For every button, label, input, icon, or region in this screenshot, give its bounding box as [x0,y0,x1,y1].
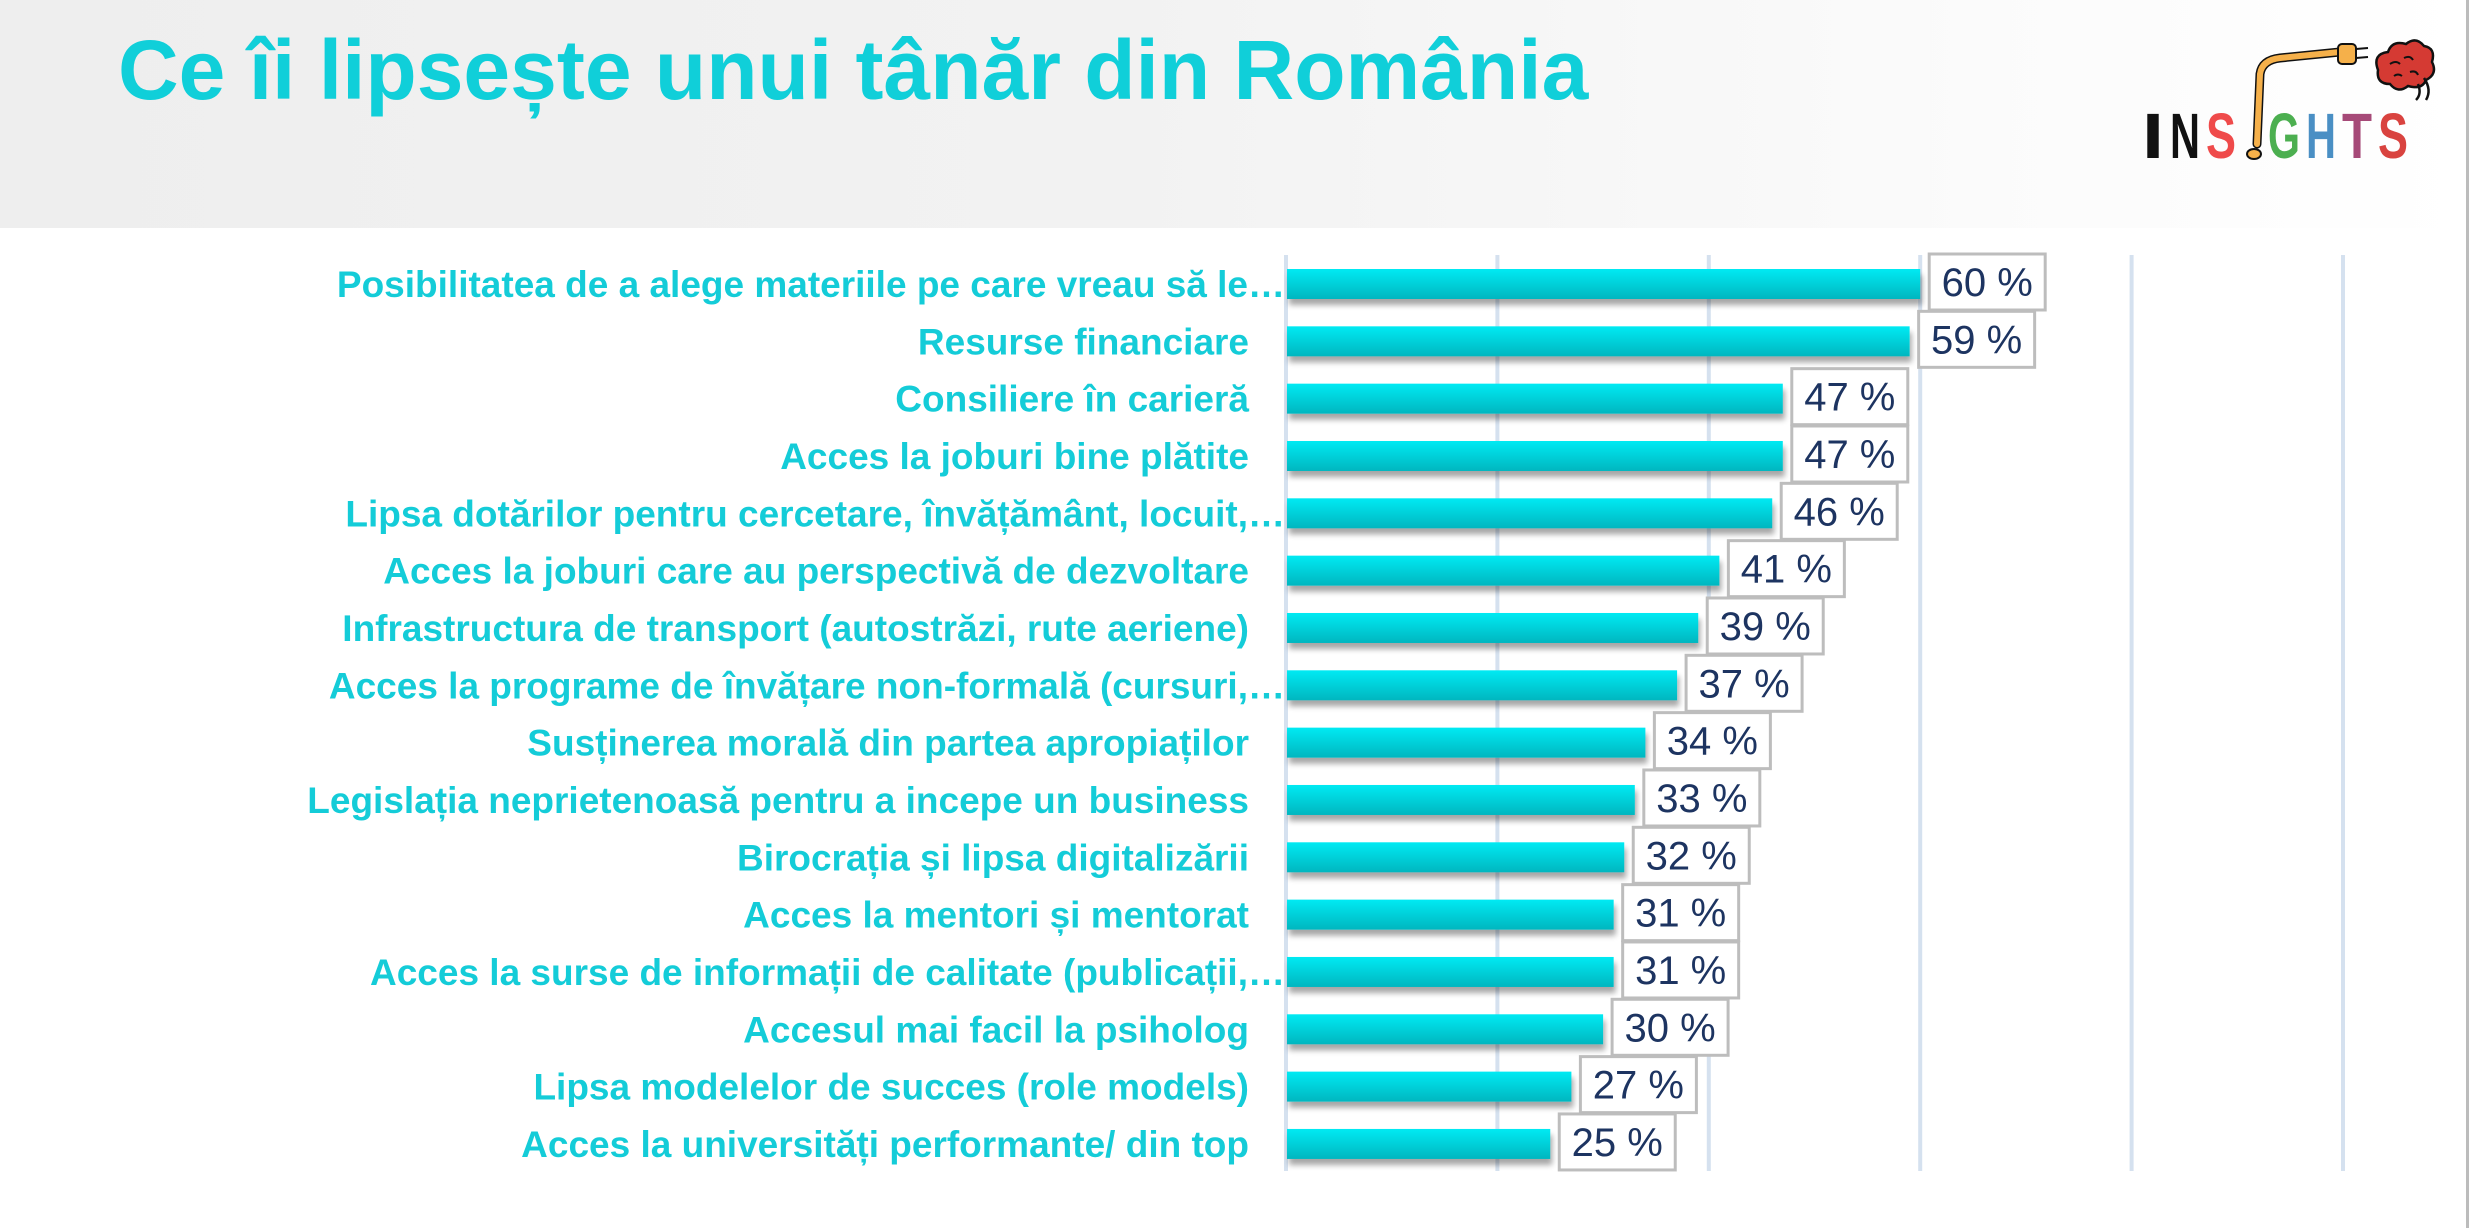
value-label-box [1790,424,1910,484]
value-label-box [1557,1112,1677,1172]
value-label: 39 % [1720,605,1811,649]
value-label: 25 % [1572,1121,1663,1165]
bar [1287,899,1614,930]
logo-letter-t: T [2342,100,2372,172]
bar [1287,326,1910,357]
category-label: Infrastructura de transport (autostrăzi,… [342,608,1249,649]
category-label: Accesul mai facil la psiholog [743,1009,1249,1050]
category-label: Acces la joburi bine plătite [780,436,1249,477]
page-title: Ce îi lipsește unui tânăr din România [118,23,1589,117]
logo-letter-n: N [2170,100,2200,172]
value-label: 27 % [1593,1064,1684,1108]
value-label-box [1779,481,1899,541]
gridline [1918,255,1923,1171]
value-label: 59 % [1931,318,2022,362]
logo-brain-icon [2375,39,2436,101]
value-label-box [1642,768,1762,828]
value-label-box [1790,367,1910,427]
category-labels: Posibilitatea de a alege materiile pe ca… [307,264,1285,1166]
bar [1287,1014,1604,1045]
bar [1287,842,1625,873]
value-label: 32 % [1646,834,1737,878]
bar [1287,383,1783,414]
category-label: Posibilitatea de a alege materiile pe ca… [337,264,1285,305]
bars [1287,269,1921,1159]
value-label: 34 % [1667,720,1758,764]
category-label: Acces la programe de învățare non-formal… [329,665,1285,707]
bar [1287,956,1614,987]
gridline [1495,255,1500,1171]
value-label-box [1610,997,1730,1057]
value-label-box [1705,596,1825,656]
gridline [2341,255,2345,1171]
category-label: Acces la universități performante/ din t… [521,1124,1249,1166]
bar [1287,727,1646,758]
value-label: 46 % [1794,490,1885,534]
bar [1287,1071,1572,1102]
logo-letter-s2: S [2378,100,2408,172]
value-label: 41 % [1741,548,1832,592]
bar [1287,498,1773,529]
value-label: 31 % [1635,892,1726,936]
value-label-box [1621,883,1741,943]
value-label: 31 % [1635,949,1726,993]
category-label: Susținerea morală din partea apropiațilo… [527,723,1249,765]
logo-cord-dot-icon [2246,148,2262,160]
value-label: 30 % [1625,1006,1716,1050]
bar [1287,269,1921,299]
bar [1287,1128,1551,1159]
bar [1287,784,1635,815]
value-label: 37 % [1699,662,1790,706]
category-label: Lipsa dotărilor pentru cercetare, învăță… [345,493,1285,535]
bar [1287,555,1720,586]
value-label: 60 % [1942,261,2033,305]
insights-logo: I N S G H T S [2142,39,2436,172]
value-label-box [1927,252,2047,312]
value-label: 47 % [1804,433,1895,477]
logo-letter-h: H [2306,100,2336,172]
category-label: Legislația neprietenoasă pentru a incepe… [307,780,1249,822]
category-label: Lipsa modelelor de succes (role models) [533,1067,1249,1108]
logo-letter-g: G [2268,100,2300,172]
header-band [0,0,2471,228]
category-axis-line [1284,255,1288,1171]
category-label: Acces la surse de informații de calitate… [370,952,1285,994]
category-label: Acces la joburi care au perspectivă de d… [383,551,1249,592]
value-label-box [1917,309,2037,369]
value-label: 47 % [1804,376,1895,420]
bar [1287,612,1699,643]
value-labels: 60 % 59 % 47 % 47 % 46 % 41 % 39 % 37 % 34 % 33 %… [1557,252,2047,1172]
bar [1287,670,1678,701]
category-label: Consiliere în carieră [895,379,1249,420]
value-label: 33 % [1656,777,1747,821]
bar [1287,440,1783,471]
category-label: Resurse financiare [918,321,1249,362]
slide-border [2466,0,2469,1228]
gridline [2129,255,2134,1171]
logo-letter-i: I [2142,100,2164,172]
category-label: Acces la mentori și mentorat [743,895,1249,936]
category-label: Birocrația și lipsa digitalizării [737,837,1249,879]
logo-plug-icon [2337,43,2357,65]
logo-letter-s1: S [2206,100,2236,172]
value-label-box [1578,1055,1698,1115]
